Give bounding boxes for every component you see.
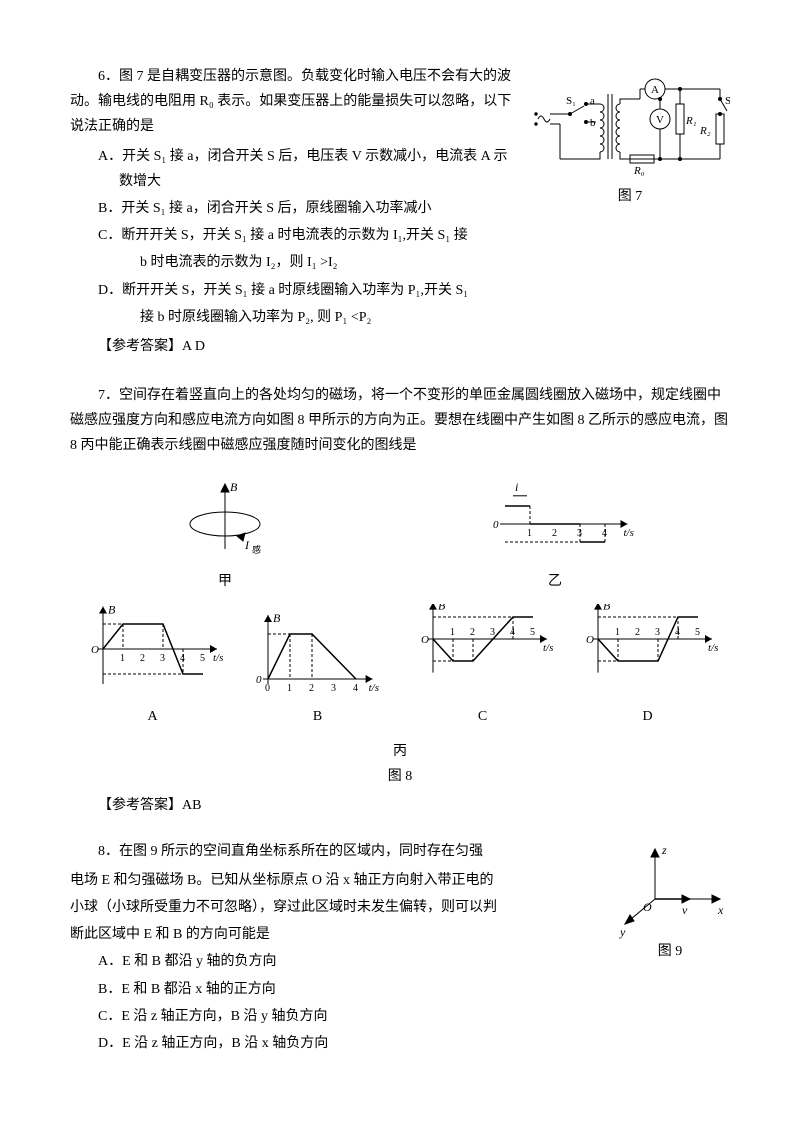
svg-text:y: y <box>619 925 626 939</box>
svg-text:感: 感 <box>252 544 261 555</box>
figure-7-label: 图 7 <box>530 184 730 209</box>
q8-option-b: B．E 和 B 都沿 x 轴的正方向 <box>70 977 730 1002</box>
svg-text:t/s: t/s <box>213 652 223 664</box>
svg-text:A: A <box>651 84 659 96</box>
figure-9: z x y O v 图 9 <box>610 839 730 964</box>
svg-text:t/s: t/s <box>624 527 634 539</box>
svg-text:z: z <box>661 843 667 857</box>
svg-text:3: 3 <box>490 627 495 638</box>
svg-text:3: 3 <box>655 627 660 638</box>
svg-text:V: V <box>656 114 664 126</box>
svg-text:O: O <box>421 634 429 646</box>
q7-stem: 7．空间存在着竖直向上的各处均匀的磁场，将一个不变形的单匝金属圆线圈放入磁场中，… <box>70 383 730 459</box>
svg-text:R₀: R₀ <box>633 165 645 177</box>
svg-text:x: x <box>717 903 724 917</box>
svg-text:v: v <box>682 903 688 917</box>
svg-text:S₁: S₁ <box>566 95 576 107</box>
svg-text:R₁: R₁ <box>685 115 697 127</box>
svg-text:i: i <box>515 479 518 493</box>
svg-text:5: 5 <box>200 653 205 664</box>
q8-option-d: D．E 沿 z 轴正方向，B 沿 x 轴负方向 <box>70 1031 730 1056</box>
svg-text:B: B <box>438 604 446 613</box>
figure-9-label: 图 9 <box>610 939 730 964</box>
figure-8-label: 图 8 <box>70 764 730 789</box>
svg-text:2: 2 <box>309 683 314 694</box>
q7-opt-b: B 00 1 2 3 4 t/s B <box>243 604 393 729</box>
svg-text:t/s: t/s <box>368 682 378 694</box>
opt-b-label: B <box>243 704 393 729</box>
svg-text:3: 3 <box>331 683 336 694</box>
svg-text:1: 1 <box>450 627 455 638</box>
q6-answer: 【参考答案】A D <box>70 334 730 359</box>
circuit-svg: S₁ a b A V R₀ <box>530 64 730 184</box>
svg-text:1: 1 <box>527 528 532 539</box>
question-6: S₁ a b A V R₀ <box>70 64 730 379</box>
q7-opt-c: BO12345t/s C <box>408 604 558 729</box>
q6-option-d: D．断开开关 S，开关 S₁ 接 a 时原线圈输入功率为 P₁,开关 S₁ <box>70 278 730 303</box>
svg-text:0: 0 <box>265 683 270 694</box>
figure-8-yi: i01234t/s 乙 <box>475 469 635 594</box>
svg-text:b: b <box>590 117 596 129</box>
svg-text:B: B <box>230 480 238 494</box>
q6-option-c: C．断开开关 S，开关 S₁ 接 a 时电流表的示数为 I₁,开关 S₁ 接 <box>70 223 730 248</box>
svg-text:1: 1 <box>615 627 620 638</box>
svg-text:1: 1 <box>120 653 125 664</box>
q7-opt-d: BO12345t/s D <box>573 604 723 729</box>
q6-option-d2: 接 b 时原线圈输入功率为 P₂, 则 P₁ <P₂ <box>70 305 730 330</box>
q7-row1: B I 感 甲 i01234t/s 乙 <box>70 469 730 594</box>
svg-text:1: 1 <box>287 683 292 694</box>
svg-text:2: 2 <box>140 653 145 664</box>
q6-option-c2: b 时电流表的示数为 I₂，则 I₁ >I₂ <box>70 250 730 275</box>
q7-row2: BO12345t/s A B001234t/s B BO12345t/s C B… <box>70 604 730 729</box>
svg-text:O: O <box>91 644 99 656</box>
svg-text:2: 2 <box>470 627 475 638</box>
jia-label: 甲 <box>165 569 285 594</box>
svg-text:t/s: t/s <box>708 642 718 654</box>
question-8: z x y O v 图 9 8．在图 9 所示的空间直角坐标系所在的区域内，同时… <box>70 839 730 1059</box>
svg-text:0: 0 <box>493 519 499 531</box>
bing-label: 丙 <box>70 739 730 764</box>
figure-8-jia: B I 感 甲 <box>165 469 285 594</box>
svg-text:R₂: R₂ <box>699 125 711 137</box>
svg-text:0: 0 <box>256 674 262 686</box>
svg-text:B: B <box>273 611 281 625</box>
q7-answer: 【参考答案】AB <box>70 793 730 818</box>
q8-option-c: C．E 沿 z 轴正方向，B 沿 y 轴负方向 <box>70 1004 730 1029</box>
opt-a-label: A <box>78 704 228 729</box>
svg-text:S: S <box>725 95 730 107</box>
svg-text:3: 3 <box>160 653 165 664</box>
svg-text:I: I <box>244 538 250 552</box>
opt-c-label: C <box>408 704 558 729</box>
svg-text:2: 2 <box>635 627 640 638</box>
yi-label: 乙 <box>475 569 635 594</box>
svg-text:O: O <box>643 900 652 914</box>
svg-text:B: B <box>108 604 116 617</box>
svg-text:2: 2 <box>552 528 557 539</box>
question-7: 7．空间存在着竖直向上的各处均匀的磁场，将一个不变形的单匝金属圆线圈放入磁场中，… <box>70 383 730 819</box>
svg-text:4: 4 <box>353 683 358 694</box>
svg-text:5: 5 <box>695 627 700 638</box>
svg-text:O: O <box>586 634 594 646</box>
svg-text:B: B <box>603 604 611 613</box>
svg-text:a: a <box>590 95 595 107</box>
svg-text:t/s: t/s <box>543 642 553 654</box>
q7-opt-a: BO12345t/s A <box>78 604 228 729</box>
opt-d-label: D <box>573 704 723 729</box>
svg-text:5: 5 <box>530 627 535 638</box>
figure-7: S₁ a b A V R₀ <box>530 64 730 209</box>
